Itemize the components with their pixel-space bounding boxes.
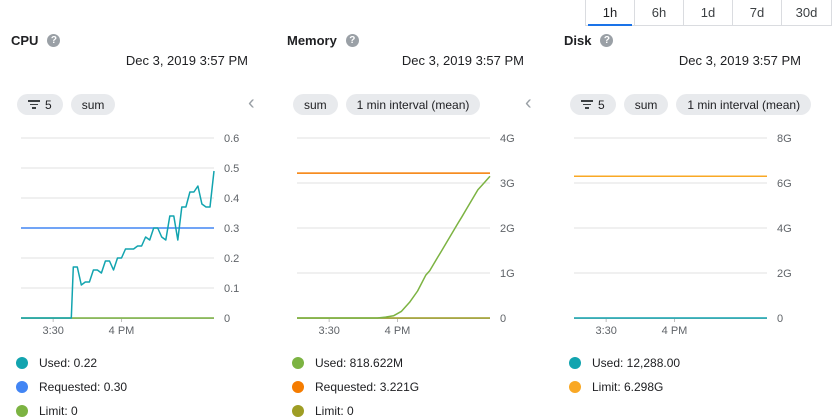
filter-icon (28, 100, 40, 109)
panel-title: CPU ? (11, 33, 61, 48)
y-tick-label: 3G (500, 178, 515, 190)
legend-item-requested[interactable]: Requested: 0.30 (16, 375, 127, 399)
legend-item-used[interactable]: Used: 818.622M (292, 351, 419, 375)
x-tick-label: 4 PM (385, 325, 411, 337)
legend: Used: 818.622M Requested: 3.221G Limit: … (292, 351, 419, 420)
legend-label: Used: 12,288.00 (592, 356, 681, 370)
y-tick-label: 2G (777, 268, 792, 280)
y-tick-label: 4G (777, 223, 792, 235)
legend-label: Limit: 0 (315, 404, 354, 418)
x-tick-label: 3:30 (42, 325, 63, 337)
panel-title: Memory ? (287, 33, 359, 48)
panel-date: Dec 3, 2019 3:57 PM (401, 53, 524, 68)
legend-label: Used: 818.622M (315, 356, 404, 370)
legend-label: Limit: 0 (39, 404, 78, 418)
chip-row: sum 1 min interval (mean) (293, 94, 481, 115)
range-7d-button[interactable]: 7d (733, 0, 782, 25)
cpu-panel: CPU ? Dec 3, 2019 3:57 PM 5 sum ‹ 0 0.1 0.… (0, 0, 265, 420)
filter-chip[interactable]: 5 (570, 94, 616, 115)
legend-dot (292, 381, 304, 393)
legend-dot (292, 357, 304, 369)
memory-panel: Memory ? Dec 3, 2019 3:57 PM sum 1 min i… (276, 0, 541, 420)
chevron-left-icon[interactable]: ‹ (525, 92, 532, 114)
memory-chart: 0 1G 2G 3G 4G 3:30 4 PM (297, 133, 515, 337)
range-1d-button[interactable]: 1d (684, 0, 733, 25)
filter-icon (581, 100, 593, 109)
series-line-used (297, 175, 491, 319)
panel-title: Disk ? (564, 33, 614, 48)
filter-chip[interactable]: 5 (17, 94, 63, 115)
help-icon[interactable]: ? (600, 34, 614, 47)
y-tick-label: 0 (500, 313, 506, 325)
chevron-left-icon[interactable]: ‹ (248, 92, 255, 114)
legend-item-limit[interactable]: Limit: 6.298G (569, 375, 680, 399)
panel-title-text: Memory (287, 33, 337, 48)
panel-title-text: CPU (11, 33, 39, 48)
y-tick-label: 0 (224, 313, 230, 325)
disk-panel: Disk ? Dec 3, 2019 3:57 PM 5 sum 1 min i… (553, 0, 818, 420)
y-tick-label: 0.2 (224, 253, 239, 265)
filter-chip-label: 5 (598, 97, 605, 112)
aggregation-chip[interactable]: sum (623, 94, 669, 115)
range-30d-button[interactable]: 30d (782, 0, 831, 25)
legend-dot (569, 381, 581, 393)
filter-chip-label: 5 (45, 97, 52, 112)
legend: Used: 12,288.00 Limit: 6.298G (569, 351, 680, 399)
y-tick-label: 0 (777, 313, 783, 325)
range-6h-button[interactable]: 6h (635, 0, 684, 25)
legend-dot (16, 357, 28, 369)
disk-chart: 0 2G 4G 6G 8G 3:30 4 PM (574, 133, 792, 337)
y-tick-label: 0.1 (224, 283, 239, 295)
legend-label: Limit: 6.298G (592, 380, 664, 394)
time-range-selector: 1h 6h 1d 7d 30d (585, 0, 832, 26)
legend-item-used[interactable]: Used: 0.22 (16, 351, 127, 375)
legend-label: Requested: 0.30 (39, 380, 128, 394)
y-tick-label: 8G (777, 133, 792, 145)
chip-row: 5 sum (17, 94, 116, 115)
x-tick-label: 4 PM (662, 325, 688, 337)
x-tick-label: 3:30 (318, 325, 339, 337)
y-tick-label: 4G (500, 133, 515, 145)
panel-date: Dec 3, 2019 3:57 PM (125, 53, 248, 68)
help-icon[interactable]: ? (345, 34, 359, 47)
legend-dot (16, 381, 28, 393)
legend-item-limit[interactable]: Limit: 0 (292, 399, 419, 420)
y-tick-label: 0.3 (224, 223, 239, 235)
range-1h-button[interactable]: 1h (586, 0, 635, 26)
help-icon[interactable]: ? (47, 34, 61, 47)
interval-chip[interactable]: 1 min interval (mean) (345, 94, 481, 115)
legend-dot (16, 405, 28, 417)
aggregation-chip[interactable]: sum (293, 94, 338, 115)
series-line-used (21, 170, 215, 319)
chip-row: 5 sum 1 min interval (mean) (570, 94, 812, 115)
interval-chip[interactable]: 1 min interval (mean) (676, 94, 812, 115)
legend-label: Used: 0.22 (39, 356, 98, 370)
x-tick-label: 3:30 (595, 325, 616, 337)
aggregation-chip[interactable]: sum (70, 94, 116, 115)
panel-title-text: Disk (564, 33, 592, 48)
x-tick-label: 4 PM (109, 325, 135, 337)
legend-item-limit[interactable]: Limit: 0 (16, 399, 127, 420)
legend-item-used[interactable]: Used: 12,288.00 (569, 351, 680, 375)
legend-item-requested[interactable]: Requested: 3.221G (292, 375, 419, 399)
y-tick-label: 2G (500, 223, 515, 235)
legend-dot (292, 405, 304, 417)
panel-date: Dec 3, 2019 3:57 PM (678, 53, 801, 68)
y-tick-label: 6G (777, 178, 792, 190)
y-tick-label: 1G (500, 268, 515, 280)
legend-dot (569, 357, 581, 369)
legend: Used: 0.22 Requested: 0.30 Limit: 0 (16, 351, 127, 420)
legend-label: Requested: 3.221G (315, 380, 420, 394)
y-tick-label: 0.6 (224, 133, 239, 145)
y-tick-label: 0.5 (224, 163, 239, 175)
y-tick-label: 0.4 (224, 193, 239, 205)
cpu-chart: 0 0.1 0.2 0.3 0.4 0.5 0.6 3:30 4 PM (21, 133, 239, 337)
